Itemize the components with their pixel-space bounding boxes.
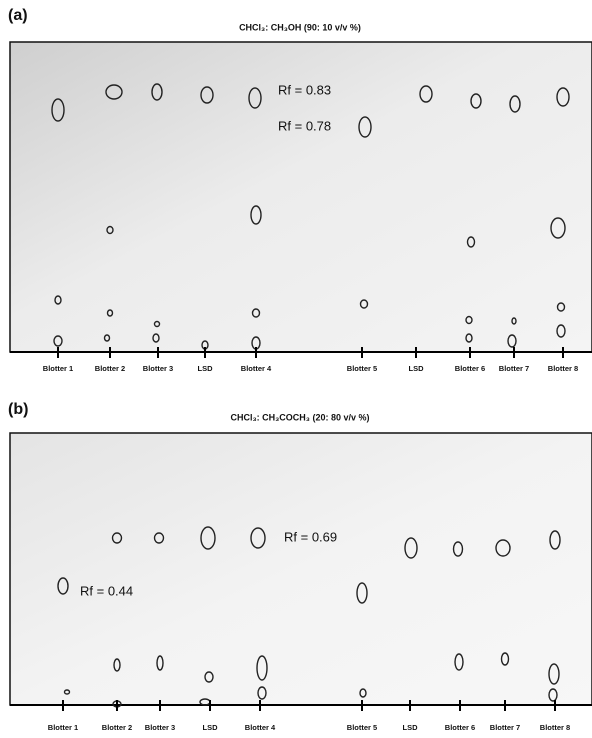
panel-label: (a) xyxy=(8,7,28,24)
spot xyxy=(250,527,266,549)
spot xyxy=(495,539,511,557)
spot xyxy=(153,320,161,328)
panel-label: (b) xyxy=(8,401,28,418)
lane-label: Blotter 3 xyxy=(143,364,173,373)
spot xyxy=(470,93,482,109)
lane-label: Blotter 7 xyxy=(490,723,520,732)
spot xyxy=(63,689,71,695)
spot xyxy=(511,317,517,325)
spot xyxy=(204,671,214,683)
spot xyxy=(53,335,63,347)
spot xyxy=(248,87,262,109)
spot xyxy=(250,205,262,225)
spot xyxy=(359,299,369,309)
spot xyxy=(465,333,473,343)
lane-label: Blotter 5 xyxy=(347,364,377,373)
spot xyxy=(103,334,111,342)
panel-title: CHCl₃: CH₃COCH₃ (20: 80 v/v %) xyxy=(230,412,369,422)
spot xyxy=(106,225,114,235)
spot xyxy=(152,333,160,343)
spot xyxy=(54,295,62,305)
spot xyxy=(556,302,566,312)
lane-label: LSD xyxy=(403,723,419,732)
spot xyxy=(358,116,372,138)
lane-label: Blotter 8 xyxy=(540,723,570,732)
spot xyxy=(549,530,561,550)
spot xyxy=(466,236,476,248)
lane-label: Blotter 5 xyxy=(347,723,377,732)
lane-label: LSD xyxy=(409,364,425,373)
spot xyxy=(556,324,566,338)
spot xyxy=(257,686,267,700)
spot xyxy=(251,308,261,318)
spot xyxy=(509,95,521,113)
spot xyxy=(356,582,368,604)
spot xyxy=(151,83,163,101)
lane-label: LSD xyxy=(203,723,219,732)
lane-label: LSD xyxy=(198,364,214,373)
spot xyxy=(105,84,123,100)
spot xyxy=(556,87,570,107)
spot xyxy=(548,688,558,702)
tlc-plate xyxy=(9,41,592,353)
lane-label: Blotter 4 xyxy=(245,723,276,732)
spot xyxy=(454,653,464,671)
lane-label: Blotter 6 xyxy=(455,364,485,373)
lane-label: Blotter 1 xyxy=(43,364,73,373)
spot xyxy=(548,663,560,685)
spot xyxy=(111,532,123,544)
spot xyxy=(419,85,433,103)
spot xyxy=(507,334,517,348)
tlc-plate xyxy=(9,432,592,706)
spot xyxy=(51,98,65,122)
spot xyxy=(153,532,165,544)
rf-annotation: Rf = 0.83 xyxy=(278,82,331,97)
spot xyxy=(452,541,464,557)
lane-label: Blotter 6 xyxy=(445,723,475,732)
spot xyxy=(156,655,164,671)
spot xyxy=(500,652,510,666)
spot xyxy=(57,577,69,595)
lane-label: Blotter 2 xyxy=(102,723,132,732)
lane-label: Blotter 4 xyxy=(241,364,272,373)
panel-title: CHCl₃: CH₃OH (90: 10 v/v %) xyxy=(239,22,361,32)
spot xyxy=(465,315,473,325)
spot xyxy=(200,86,214,104)
lane-label: Blotter 7 xyxy=(499,364,529,373)
spot xyxy=(106,309,114,317)
lane-label: Blotter 1 xyxy=(48,723,78,732)
spot xyxy=(113,658,121,672)
lane-label: Blotter 3 xyxy=(145,723,175,732)
spot xyxy=(404,537,418,559)
rf-annotation: Rf = 0.69 xyxy=(284,529,337,544)
lane-label: Blotter 8 xyxy=(548,364,578,373)
spot xyxy=(359,688,367,698)
spot xyxy=(550,217,566,239)
rf-annotation: Rf = 0.78 xyxy=(278,118,331,133)
spot xyxy=(256,655,268,681)
lane-label: Blotter 2 xyxy=(95,364,125,373)
rf-annotation: Rf = 0.44 xyxy=(80,583,133,598)
spot xyxy=(200,526,216,550)
